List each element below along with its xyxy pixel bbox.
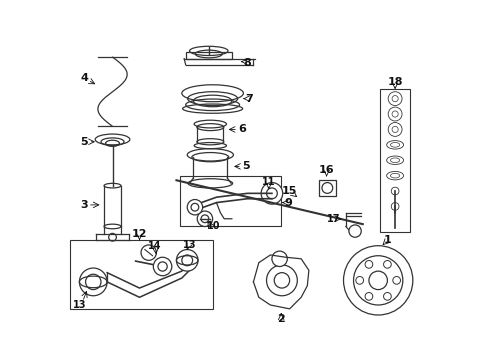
Text: 3: 3 [80,200,88,210]
Text: 5: 5 [242,161,249,171]
Text: 10: 10 [207,221,220,231]
Text: 7: 7 [245,94,253,104]
Text: 9: 9 [284,198,292,208]
Bar [186,53,232,59]
Circle shape [141,245,156,260]
Text: 15: 15 [282,186,297,196]
Circle shape [197,211,213,226]
Text: 5: 5 [80,137,88,147]
Text: 1: 1 [384,235,392,244]
Text: 11: 11 [262,177,275,187]
Circle shape [153,257,172,276]
Text: 8: 8 [244,58,251,68]
Text: 13: 13 [183,240,196,250]
Text: 17: 17 [327,214,340,224]
Text: 14: 14 [148,241,162,251]
Circle shape [261,183,283,204]
Circle shape [267,265,297,296]
Bar [319,180,336,195]
Circle shape [176,249,198,271]
Text: 13: 13 [73,300,86,310]
Bar [70,239,213,309]
Text: 16: 16 [319,165,334,175]
Circle shape [79,268,107,296]
Circle shape [187,199,203,215]
Bar [179,176,281,226]
Text: 4: 4 [80,73,88,83]
Text: 2: 2 [277,314,285,324]
Circle shape [349,225,361,237]
Text: 6: 6 [238,125,246,134]
Bar [381,89,410,232]
Circle shape [343,246,413,315]
Text: 12: 12 [132,229,147,239]
Text: 18: 18 [388,77,403,87]
Polygon shape [253,255,309,309]
Circle shape [272,251,287,266]
